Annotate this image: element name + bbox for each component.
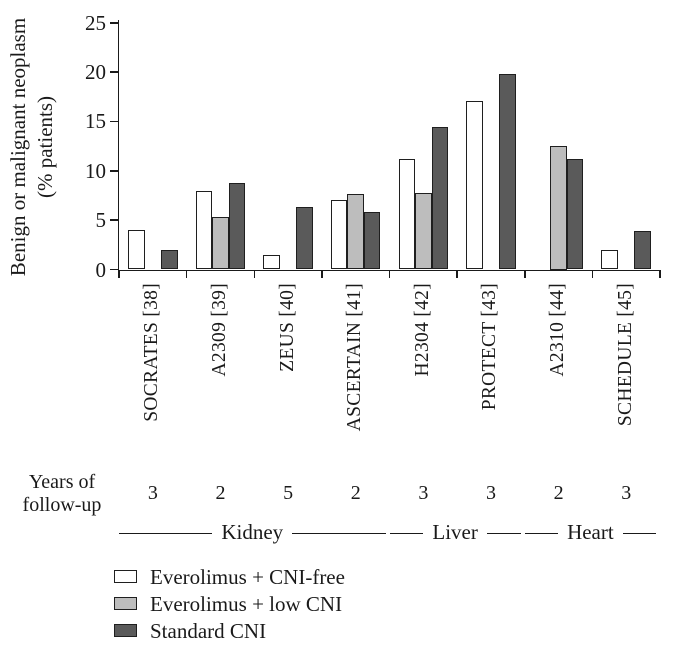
y-tick-label: 10 [85,158,106,183]
organ-group-label: Liver [432,520,478,544]
x-tick-mark [253,269,255,278]
legend-row: Standard CNI [114,617,345,644]
y-tick-mark [110,22,118,24]
bar-everolimus-cni-free-ascertain [330,200,348,270]
followup-value: 5 [283,482,294,504]
y-tick-mark [110,71,118,73]
legend-row: Everolimus + CNI-free [114,563,345,590]
trial-label-socrates: SOCRATES [38] [141,283,163,422]
bar-everolimus-low-cni-a2310 [550,146,567,270]
y-tick-label: 25 [85,10,106,35]
followup-value: 3 [621,482,632,504]
organ-group-rule [486,532,521,534]
y-axis-label-line2: (% patients) [33,95,57,199]
bar-standard-cni-schedule [634,231,651,270]
bar-everolimus-cni-free-protect [466,100,483,270]
bar-standard-cni-h2304 [431,127,449,270]
bar-standard-cni-socrates [161,249,178,270]
y-tick-label: 15 [85,109,106,134]
y-tick-label: 20 [85,60,106,85]
organ-group-rule [622,532,657,534]
trial-label-protect: PROTECT [43] [479,283,501,411]
organ-group-label: Heart [567,520,614,544]
y-axis-line [117,20,120,271]
trial-label-a2309: A2309 [39] [208,283,230,377]
legend-swatch-icon [114,570,137,583]
organ-group-rule [524,532,559,534]
x-tick-mark [659,269,661,278]
x-tick-mark [118,269,120,278]
legend-label: Everolimus + low CNI [150,591,343,616]
x-tick-mark [456,269,458,278]
followup-value: 2 [215,482,226,504]
bar-everolimus-cni-free-socrates [128,230,145,270]
legend-swatch-icon [114,624,137,637]
followup-value: 3 [147,482,158,504]
y-axis-label: Benign or malignant neoplasm (% patients… [5,1,63,293]
followup-value: 3 [485,482,496,504]
legend-swatch-icon [114,597,137,610]
organ-group-heart: Heart [524,520,660,545]
organ-group-rule [389,532,424,534]
y-tick-label: 0 [95,257,107,282]
x-tick-mark [388,269,391,278]
y-tick-mark [110,120,118,123]
y-tick-mark [110,170,118,172]
organ-group-rule [292,532,386,534]
trial-label-schedule: SCHEDULE [45] [614,283,636,427]
legend-label: Everolimus + CNI-free [150,564,345,589]
x-tick-mark [524,269,526,278]
bar-everolimus-cni-free-a2309 [195,190,213,270]
organ-group-rule [119,532,213,534]
followup-value: 3 [418,482,429,504]
legend-row: Everolimus + low CNI [114,590,345,617]
organ-group-label: Kidney [221,520,284,544]
followup-value: 2 [350,482,361,504]
bar-standard-cni-ascertain [363,212,381,270]
bar-standard-cni-zeus [296,207,313,270]
followup-label-line1: Years of [28,471,96,493]
y-tick-mark [110,219,118,221]
trial-label-h2304: H2304 [42] [411,283,433,377]
bar-standard-cni-a2309 [228,182,246,270]
organ-group-liver: Liver [389,520,525,545]
followup-label-line2: follow-up [22,494,102,516]
trial-label-a2310: A2310 [44] [547,283,569,377]
bar-standard-cni-a2310 [566,158,584,270]
bar-standard-cni-protect [499,74,516,270]
bar-everolimus-low-cni-a2309 [212,217,229,270]
bar-everolimus-low-cni-ascertain [347,194,364,270]
y-tick-mark [110,268,118,271]
followup-value: 2 [553,482,564,504]
x-tick-mark [321,269,323,278]
trial-label-ascertain: ASCERTAIN [41] [344,283,366,432]
x-tick-mark [591,269,594,278]
y-axis-label-line1: Benign or malignant neoplasm [6,17,30,277]
bar-everolimus-low-cni-h2304 [415,192,432,270]
bar-everolimus-cni-free-schedule [601,249,618,270]
legend-label: Standard CNI [150,618,267,643]
followup-row-label: Years of follow-up [10,471,114,517]
legend: Everolimus + CNI-free Everolimus + low CN… [114,563,345,644]
x-tick-mark [185,269,188,278]
bar-everolimus-cni-free-h2304 [398,158,416,270]
y-tick-label: 5 [95,208,107,233]
organ-group-kidney: Kidney [119,521,390,545]
bar-everolimus-cni-free-zeus [263,254,280,270]
trial-label-zeus: ZEUS [40] [276,283,298,372]
